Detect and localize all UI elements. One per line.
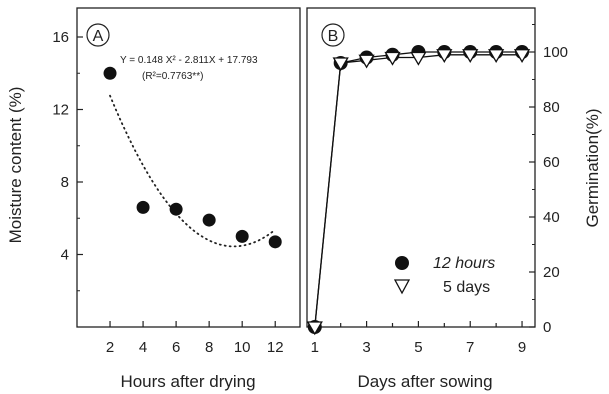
panel-b-y-tick-label-20: 20 [543, 264, 560, 281]
panel-a-x-tick-label-2: 2 [106, 339, 114, 356]
panel-a-x-tick-label-12: 12 [267, 339, 284, 356]
panel-a-x-tick-label-10: 10 [234, 339, 251, 356]
panel-b-x-tick-label-3: 3 [362, 339, 370, 356]
panel-a-axes: 2 4 6 8 10 12 4 8 12 16 [52, 29, 283, 356]
panel-b-point-5-days [488, 49, 505, 64]
panel-b-y-tick-label-60: 60 [543, 154, 560, 171]
panel-a-label: A [93, 28, 104, 45]
panel-b-point-5-days [436, 49, 453, 64]
panel-b-point-5-days [332, 57, 349, 72]
panel-a-data-point [268, 235, 282, 249]
panel-a-y-tick-label-4: 4 [61, 247, 69, 264]
panel-b-y-tick-label-100: 100 [543, 44, 568, 61]
legend-label-5-days: 5 days [443, 279, 490, 296]
panel-b-y-axis-title: Germination(%) [583, 108, 602, 227]
panel-b-x-axis-title: Days after sowing [357, 372, 492, 391]
panel-b-x-tick-label-5: 5 [414, 339, 422, 356]
legend-marker-12-hours [395, 256, 409, 270]
panel-b-point-5-days [358, 54, 375, 69]
panel-b-point-5-days [513, 49, 531, 64]
panel-b-frame [306, 7, 536, 328]
panel-b-y-tick-label-0: 0 [543, 319, 551, 336]
panel-b-line-12-hours [314, 51, 522, 328]
panel-a-y-tick-label-8: 8 [61, 174, 69, 191]
panel-a-data-point [169, 202, 183, 216]
panel-a-x-tick-label-4: 4 [139, 339, 147, 356]
legend-label-12-hours: 12 hours [433, 255, 495, 272]
panel-b-line-5-days [314, 54, 522, 328]
panel-b-label-circle [321, 23, 345, 47]
panel-b-y-tick-label-80: 80 [543, 99, 560, 116]
panel-b-y-tick-label-40: 40 [543, 209, 560, 226]
legend-marker-5-days [393, 279, 411, 295]
panel-b-point-5-days [410, 51, 427, 66]
panel-a-x-tick-label-6: 6 [172, 339, 180, 356]
panel-a-data-point [103, 66, 117, 80]
panel-a-data-point [235, 229, 249, 243]
panel-b-x-tick-label-7: 7 [466, 339, 474, 356]
panel-b-label: B [328, 28, 339, 45]
panel-a-y-axis-title: Moisture content (%) [6, 87, 25, 244]
panel-a-points [103, 66, 282, 249]
panel-a: A Y = 0.148 X² - 2.811X + 17.793 (R²=0.7… [6, 7, 301, 391]
legend: 12 hours 5 days [393, 255, 495, 296]
panel-b-x-tick-label-1: 1 [311, 339, 319, 356]
panel-a-y-tick-label-12: 12 [52, 102, 69, 119]
panel-a-frame [76, 7, 301, 328]
panel-b-x-tick-label-9: 9 [518, 339, 526, 356]
panel-b-axes: 1 3 5 7 90 20 40 60 80 100 [311, 24, 568, 356]
panel-a-x-axis-title: Hours after drying [120, 372, 255, 391]
panel-b-series [306, 45, 531, 336]
panel-a-data-point [202, 213, 216, 227]
panel-b-point-5-days [462, 49, 479, 64]
panel-b: B 1 3 5 7 90 20 40 60 80 100 12 hours 5 days Days… [306, 7, 602, 391]
panel-a-y-tick-label-16: 16 [52, 29, 69, 46]
panel-a-x-tick-label-8: 8 [205, 339, 213, 356]
r-squared-annotation: (R²=0.7763**) [142, 71, 203, 82]
panel-a-label-circle [86, 23, 110, 47]
fit-curve [109, 94, 277, 248]
fit-equation: Y = 0.148 X² - 2.811X + 17.793 [120, 55, 258, 66]
panel-b-point-5-days [384, 51, 401, 66]
panel-b-point-5-days [306, 321, 323, 336]
panel-a-data-point [136, 200, 150, 214]
